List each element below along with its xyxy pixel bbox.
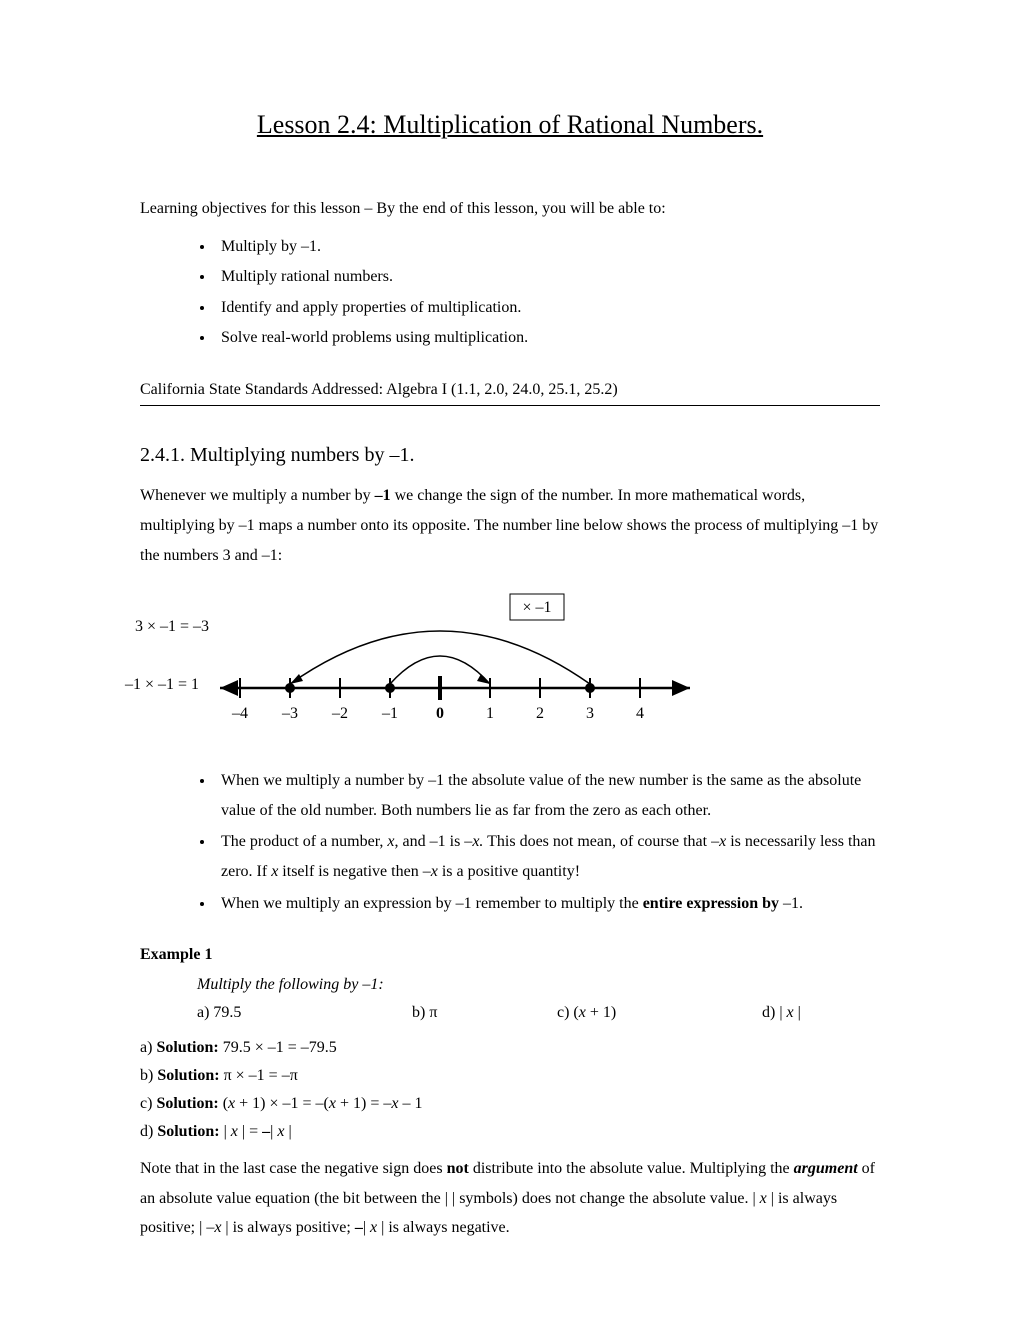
svg-text:–2: –2 (331, 705, 348, 722)
solution-b: b) Solution: π × –1 = –π (140, 1062, 880, 1090)
objectives-list: Multiply by –1. Multiply rational number… (140, 232, 880, 354)
page: Lesson 2.4: Multiplication of Rational N… (0, 0, 1020, 1320)
text-bold: – (355, 1219, 363, 1236)
option-d: d) | x | (762, 1004, 801, 1022)
list-item: Identify and apply properties of multipl… (215, 293, 880, 323)
svg-text:4: 4 (636, 705, 644, 722)
text-bold: Solution: (157, 1123, 223, 1140)
text-bold: Solution: (156, 1039, 222, 1056)
text: a) (140, 1039, 156, 1056)
numberline-svg: × –1 (220, 588, 840, 748)
standards-line: California State Standards Addressed: Al… (140, 381, 880, 406)
option-b: b) π (412, 1004, 557, 1022)
text-bolditalic: argument (794, 1160, 858, 1177)
solution-a: a) Solution: 79.5 × –1 = –79.5 (140, 1034, 880, 1062)
list-item: When we multiply an expression by –1 rem… (215, 889, 880, 919)
text: d) (140, 1123, 157, 1140)
text: Note that in the last case the negative … (140, 1160, 447, 1177)
text: | (363, 1219, 370, 1236)
text: c) ( (557, 1004, 579, 1021)
text-bold: not (447, 1160, 469, 1177)
text-var: x (760, 1190, 767, 1207)
svg-text:3: 3 (586, 705, 594, 722)
text: | is always negative. (377, 1219, 510, 1236)
text: distribute into the absolute value. Mult… (469, 1160, 794, 1177)
text-bold: Solution: (157, 1067, 223, 1084)
text: c) (140, 1095, 156, 1112)
list-item: Multiply by –1. (215, 232, 880, 262)
footnote: Note that in the last case the negative … (140, 1154, 880, 1243)
text-bold: Solution: (156, 1095, 222, 1112)
svg-text:–3: –3 (281, 705, 298, 722)
text: Whenever we multiply a number by (140, 487, 375, 504)
text: 79.5 × –1 = –79.5 (223, 1039, 337, 1056)
svg-text:1: 1 (486, 705, 494, 722)
text-var: x (579, 1004, 586, 1021)
svg-text:–4: –4 (231, 705, 248, 722)
text: π × –1 = –π (224, 1067, 298, 1084)
numberline-diagram: 3 × –1 = –3 –1 × –1 = 1 × –1 (140, 588, 880, 748)
equation-label-2: –1 × –1 = 1 (125, 676, 199, 694)
text: | is always positive; (221, 1219, 354, 1236)
svg-text:–1: –1 (381, 705, 398, 722)
notes-list: When we multiply a number by –1 the abso… (140, 766, 880, 918)
text: + 1) (586, 1004, 616, 1021)
example-options: a) 79.5 b) π c) (x + 1) d) | x | (197, 1004, 880, 1022)
section-heading: 2.4.1. Multiplying numbers by –1. (140, 444, 880, 467)
text: b) (140, 1067, 157, 1084)
page-title: Lesson 2.4: Multiplication of Rational N… (140, 110, 880, 140)
text-bold: –1 (375, 487, 395, 504)
text: d) | (762, 1004, 787, 1021)
equation-label-1: 3 × –1 = –3 (135, 618, 209, 636)
option-a: a) 79.5 (197, 1004, 412, 1022)
example-prompt: Multiply the following by –1: (197, 976, 880, 994)
list-item: Multiply rational numbers. (215, 262, 880, 292)
solution-d: d) Solution: | x | = –| x | (140, 1118, 880, 1146)
example-heading: Example 1 (140, 946, 880, 964)
list-item: Solve real-world problems using multipli… (215, 323, 880, 353)
list-item: The product of a number, x, and –1 is –x… (215, 827, 880, 886)
svg-text:2: 2 (536, 705, 544, 722)
solution-c: c) Solution: (x + 1) × –1 = –(x + 1) = –… (140, 1090, 880, 1118)
text-var: x (787, 1004, 794, 1021)
list-item: When we multiply a number by –1 the abso… (215, 766, 880, 825)
objectives-intro: Learning objectives for this lesson – By… (140, 195, 880, 224)
option-c: c) (x + 1) (557, 1004, 762, 1022)
section-body: Whenever we multiply a number by –1 we c… (140, 481, 880, 570)
text: | (794, 1004, 801, 1021)
svg-text:0: 0 (436, 705, 444, 722)
svg-text:× –1: × –1 (522, 599, 551, 616)
